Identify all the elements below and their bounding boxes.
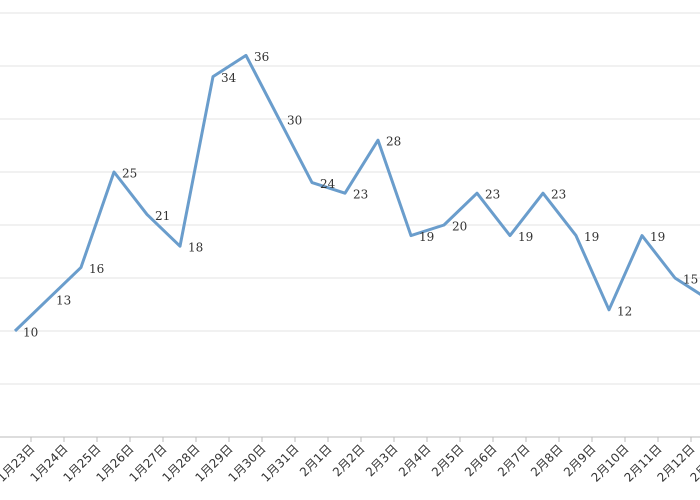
data-label: 23 (353, 188, 368, 202)
data-label: 36 (254, 50, 269, 64)
data-label: 10 (23, 326, 38, 340)
x-tick-label: 2月2日 (330, 442, 368, 480)
x-tick-label: 2月1日 (297, 442, 335, 480)
data-label: 30 (287, 114, 302, 128)
x-tick-label: 2月6日 (462, 442, 500, 480)
data-label: 24 (320, 177, 336, 191)
data-label: 21 (155, 209, 170, 223)
data-label: 23 (485, 188, 500, 202)
data-label: 23 (551, 188, 566, 202)
data-label: 16 (89, 262, 104, 276)
data-label: 28 (386, 135, 401, 149)
data-label: 20 (452, 220, 467, 234)
data-label: 19 (584, 230, 599, 244)
data-label: 12 (617, 304, 632, 318)
data-label: 19 (419, 230, 434, 244)
x-tick-label: 2月3日 (363, 442, 401, 480)
x-tick-label: 2月8日 (528, 442, 566, 480)
data-label: 34 (221, 71, 237, 85)
data-label: 13 (56, 294, 71, 308)
data-label: 15 (683, 273, 698, 287)
data-label: 19 (518, 230, 533, 244)
data-label: 25 (122, 167, 137, 181)
line (13, 53, 700, 333)
x-tick-label: 2月5日 (429, 442, 467, 480)
x-tick-label: 2月4日 (396, 442, 434, 480)
x-tick-label: 2月7日 (495, 442, 533, 480)
data-label: 19 (650, 230, 665, 244)
data-label: 18 (188, 241, 203, 255)
